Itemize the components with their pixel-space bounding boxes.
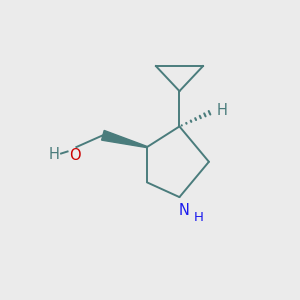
Polygon shape (102, 130, 147, 148)
Text: O: O (69, 148, 81, 163)
Text: H: H (49, 147, 60, 162)
Text: H: H (194, 211, 203, 224)
Text: H: H (216, 103, 227, 118)
Text: N: N (178, 203, 189, 218)
